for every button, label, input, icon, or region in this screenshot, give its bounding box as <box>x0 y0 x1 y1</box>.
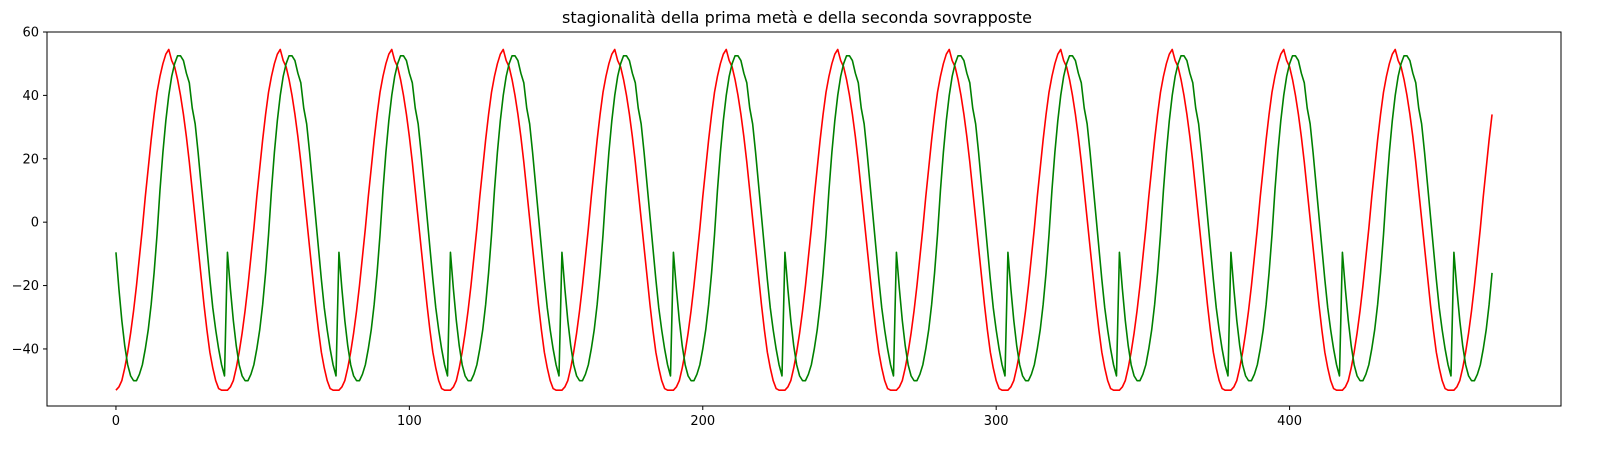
x-tick-label: 100 <box>397 414 422 429</box>
x-tick-label: 0 <box>112 414 120 429</box>
y-tick-label: 60 <box>22 26 39 41</box>
y-tick-label: 40 <box>22 89 39 104</box>
series-layer <box>115 48 1493 391</box>
series-line-2 <box>115 54 1493 382</box>
plot-area <box>47 32 1561 406</box>
y-tick-label: −40 <box>12 342 39 357</box>
y-tick-label: −20 <box>12 279 39 294</box>
x-tick-label: 200 <box>690 414 715 429</box>
x-tick-label: 400 <box>1277 414 1302 429</box>
y-axis: −40 −20 0 20 40 60 <box>12 26 47 357</box>
y-tick-label: 20 <box>22 152 39 167</box>
x-axis: 0 100 200 300 400 <box>112 406 1302 429</box>
chart-title: stagionalità della prima metà e della se… <box>562 8 1032 27</box>
x-tick-label: 300 <box>984 414 1009 429</box>
series-line-1 <box>115 48 1493 391</box>
plot-frame <box>46 31 1562 407</box>
y-tick-label: 0 <box>31 216 39 231</box>
